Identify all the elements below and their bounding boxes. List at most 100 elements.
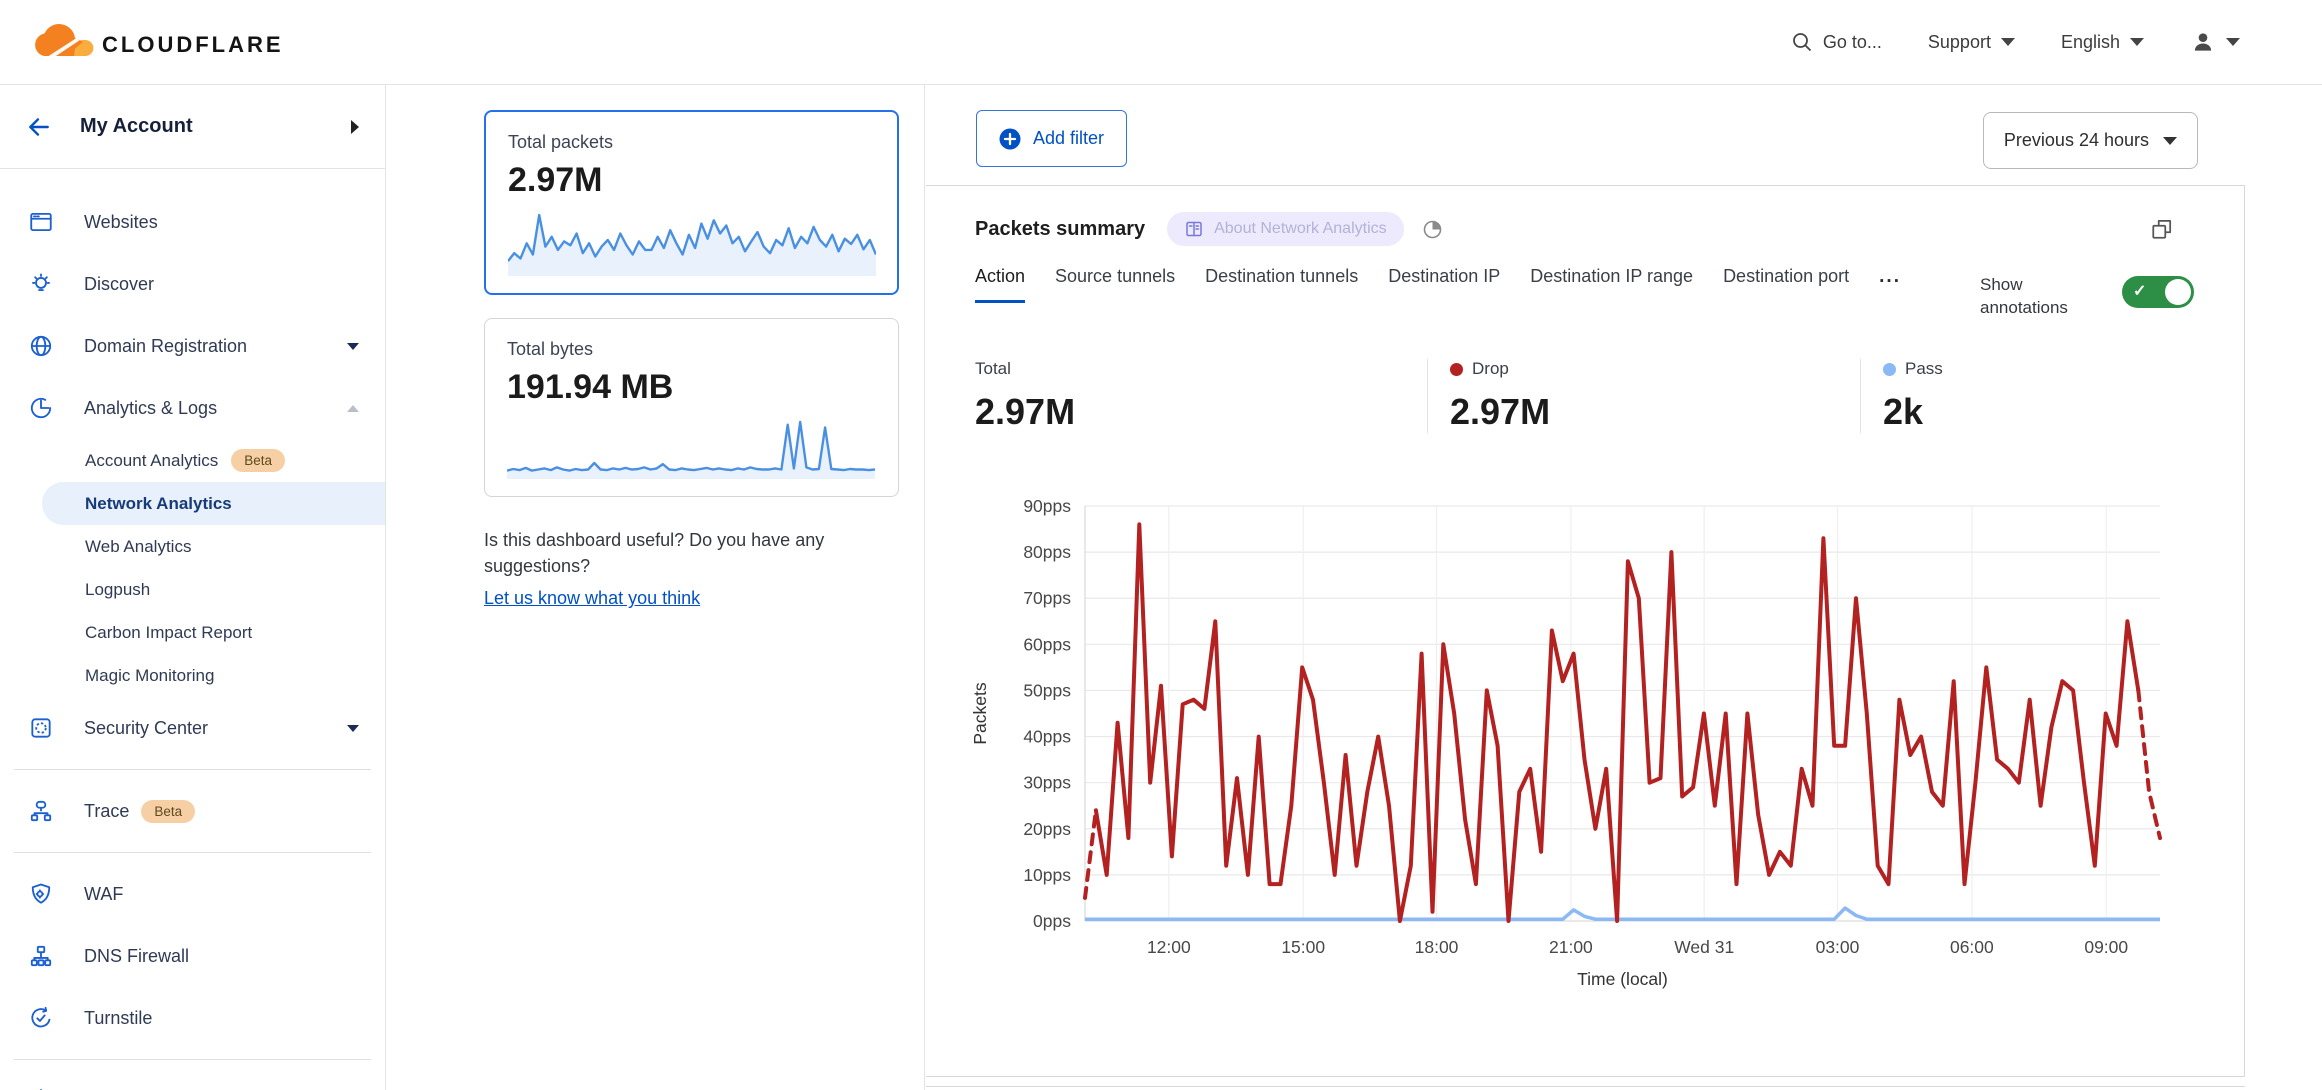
tab-action[interactable]: Action: [975, 266, 1026, 303]
popout-icon[interactable]: [2150, 217, 2174, 241]
show-annotations-control: Show annotations ✓: [1980, 274, 2194, 320]
time-range-dropdown[interactable]: Previous 24 hours: [1982, 112, 2198, 169]
sidebar-item-trace[interactable]: Trace Beta: [0, 780, 385, 842]
sidebar-item-logpush[interactable]: Logpush: [0, 568, 385, 611]
sidebar-item-security-center[interactable]: Security Center: [0, 697, 385, 759]
panel-header: Packets summary About Network Analytics: [926, 186, 2244, 246]
globe-icon: [30, 335, 52, 357]
total-packets-card[interactable]: Total packets 2.97M: [484, 110, 899, 295]
svg-text:60pps: 60pps: [1023, 634, 1071, 654]
stat-value: 2k: [1883, 391, 1924, 432]
chevron-down-icon: [347, 724, 359, 732]
sidebar-item-label: Magic Monitoring: [85, 665, 215, 685]
stat-value: 2.97M: [1450, 391, 1551, 432]
stat-drop: Drop 2.97M: [1427, 359, 1860, 433]
filter-toolbar: Add filter Previous 24 hours: [926, 85, 2322, 185]
show-annotations-toggle[interactable]: ✓: [2122, 276, 2194, 308]
svg-text:Time (local): Time (local): [1577, 969, 1668, 989]
sidebar-item-network-analytics[interactable]: Network Analytics: [42, 482, 385, 525]
account-menu[interactable]: [2190, 29, 2240, 55]
svg-text:15:00: 15:00: [1281, 937, 1325, 957]
chevron-up-icon: [347, 404, 359, 412]
svg-text:40pps: 40pps: [1023, 727, 1071, 747]
lightbulb-icon: [32, 273, 50, 291]
tab-destination-ip[interactable]: Destination IP: [1388, 266, 1501, 286]
sidebar-item-analytics-logs[interactable]: Analytics & Logs: [0, 377, 385, 439]
about-badge-label: About Network Analytics: [1214, 220, 1387, 237]
feedback-text: Is this dashboard useful? Do you have an…: [484, 530, 825, 577]
main-content: Add filter Previous 24 hours Packets sum…: [926, 85, 2322, 1090]
time-pie-icon[interactable]: [1422, 219, 1443, 240]
book-icon: [1186, 221, 1202, 237]
stats-row: Total 2.97M Drop 2.97M Pass 2k: [926, 359, 2244, 433]
goto-search[interactable]: Go to...: [1791, 31, 1882, 53]
card-title: Total packets: [508, 132, 614, 152]
sidebar-item-label: Discover: [84, 273, 155, 294]
tab-source-tunnels[interactable]: Source tunnels: [1055, 266, 1176, 286]
cloudflare-logo-icon: [35, 24, 94, 56]
card-value: 191.94 MB: [507, 368, 674, 406]
summary-column: Total packets 2.97M Total bytes 191.94 M…: [387, 85, 925, 1090]
packets-chart[interactable]: 0pps 10pps 20pps 30pps 40pps 50pps 60pps 70pps 8…: [960, 491, 2244, 1001]
stat-pass: Pass 2k: [1860, 359, 2244, 433]
sidebar-item-waf[interactable]: WAF: [0, 863, 385, 925]
chart-area: 0pps 10pps 20pps 30pps 40pps 50pps 60pps 70pps 8…: [926, 491, 2244, 1001]
svg-text:06:00: 06:00: [1950, 937, 1994, 957]
sidebar-item-partial[interactable]: [0, 1070, 385, 1090]
feedback-link[interactable]: Let us know what you think: [484, 588, 701, 609]
sidebar-item-label: DNS Firewall: [84, 945, 190, 966]
sidebar-item-dns-firewall[interactable]: DNS Firewall: [0, 925, 385, 987]
security-center-icon: [31, 718, 51, 738]
tabs-overflow-button[interactable]: ...: [1879, 266, 1901, 287]
sidebar-item-domain-registration[interactable]: Domain Registration: [0, 315, 385, 377]
sidebar-divider: [14, 1059, 371, 1060]
sidebar-nav: Websites Discover Domain Registration: [0, 169, 385, 1090]
cloudflare-logo[interactable]: CLOUDFLARE: [22, 24, 284, 60]
sidebar-item-websites[interactable]: Websites: [0, 191, 385, 253]
sidebar-item-label: Carbon Impact Report: [85, 622, 253, 642]
time-range-label: Previous 24 hours: [2003, 130, 2149, 150]
svg-text:80pps: 80pps: [1023, 542, 1071, 562]
svg-text:03:00: 03:00: [1816, 937, 1860, 957]
sidebar-item-account-analytics[interactable]: Account Analytics Beta: [0, 439, 385, 482]
sidebar-item-label: Logpush: [85, 579, 151, 599]
sidebar-item-discover[interactable]: Discover: [0, 253, 385, 315]
svg-text:20pps: 20pps: [1023, 819, 1071, 839]
sidebar-item-label: Domain Registration: [84, 335, 248, 356]
chevron-down-icon: [2130, 38, 2144, 46]
breakdown-tabs: Action Source tunnels Destination tunnel…: [926, 246, 2244, 303]
total-bytes-card[interactable]: Total bytes 191.94 MB: [484, 318, 899, 497]
svg-text:Packets: Packets: [970, 682, 990, 744]
about-network-analytics-badge[interactable]: About Network Analytics: [1167, 212, 1404, 246]
pass-legend-dot: [1883, 362, 1896, 376]
svg-text:18:00: 18:00: [1415, 937, 1459, 957]
next-panel-edge: [926, 1086, 2245, 1090]
packets-summary-panel: Packets summary About Network Analytics …: [926, 185, 2245, 1077]
hierarchy-icon: [30, 945, 52, 967]
language-menu[interactable]: English: [2061, 32, 2144, 53]
back-arrow-icon[interactable]: [26, 114, 52, 140]
browser-icon: [30, 212, 52, 232]
sidebar-item-label: Web Analytics: [85, 536, 192, 556]
svg-text:30pps: 30pps: [1023, 773, 1071, 793]
chevron-down-icon: [2163, 136, 2177, 145]
sidebar-item-magic-monitoring[interactable]: Magic Monitoring: [0, 654, 385, 697]
add-filter-button[interactable]: Add filter: [976, 110, 1128, 167]
check-icon: ✓: [2133, 283, 2147, 300]
sidebar-item-carbon-impact-report[interactable]: Carbon Impact Report: [0, 611, 385, 654]
tab-destination-port[interactable]: Destination port: [1723, 266, 1850, 286]
tab-destination-tunnels[interactable]: Destination tunnels: [1205, 266, 1359, 286]
sidebar-item-turnstile[interactable]: Turnstile: [0, 987, 385, 1049]
chevron-down-icon: [2000, 38, 2015, 46]
show-annotations-label: Show annotations: [1980, 275, 2068, 317]
panel-title: Packets summary: [975, 217, 1146, 240]
tab-destination-ip-range[interactable]: Destination IP range: [1530, 266, 1694, 286]
logo-text: CLOUDFLARE: [102, 32, 284, 57]
sidebar-item-web-analytics[interactable]: Web Analytics: [0, 525, 385, 568]
chevron-down-icon: [2226, 38, 2240, 46]
refresh-check-icon: [31, 1006, 51, 1028]
chevron-right-icon[interactable]: [351, 119, 359, 134]
support-menu[interactable]: Support: [1928, 32, 2015, 53]
card-title: Total bytes: [507, 339, 594, 359]
sidebar-item-label: Websites: [84, 211, 158, 232]
